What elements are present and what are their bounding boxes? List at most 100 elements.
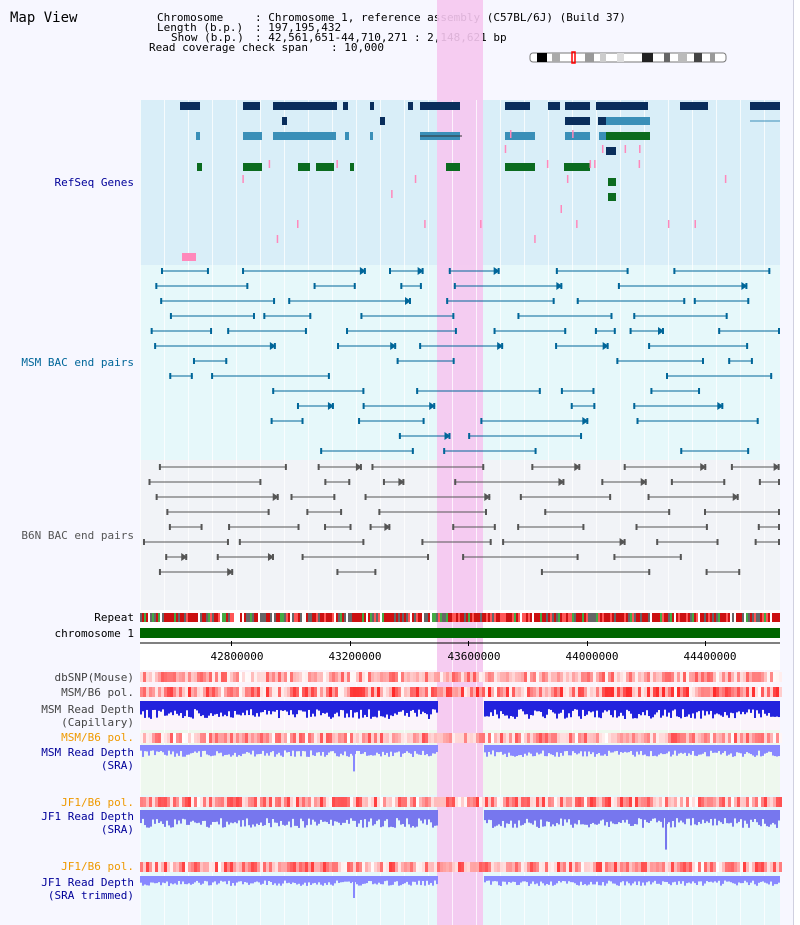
dbsnp-heat-cell [263,672,266,682]
jf1-b6-pol-heat-cell [773,862,776,872]
jf1-sra-depth-bar [216,810,218,822]
tracks-canvas[interactable] [140,0,782,925]
msm-sra-depth-bar [282,745,284,757]
msm-bac-pair-end [320,448,323,454]
msm-sra-depth-bar [576,745,578,755]
repeat-segment [488,613,490,622]
msm-capillary-depth-bar [678,701,680,718]
msm-bac-pair-end [272,388,275,394]
jf1-b6-pol-heat-cell [221,862,224,872]
jf1-b6-pol-heat-cell [236,862,239,872]
jf1-b6-pol-heat-cell [161,797,164,807]
jf1-trim-depth-bar [488,876,490,881]
msm-b6-pol-heat-cell [362,733,365,743]
jf1-sra-depth-bar [676,810,678,819]
dbsnp-heat-cell [491,672,494,682]
dbsnp-heat-cell [272,672,275,682]
msm-b6-pol-heat-cell [680,687,683,697]
msm-b6-pol-heat-cell [740,733,743,743]
jf1-trim-depth-bar [344,876,346,882]
jf1-b6-pol-heat-cell [740,797,743,807]
msm-b6-pol-heat-cell [374,687,377,697]
jf1-trim-depth-bar [202,876,204,884]
jf1-trim-depth-bar [282,876,284,884]
msm-bac-pair-end [155,283,158,289]
jf1-sra-depth-bar [226,810,228,822]
jf1-sra-depth-bar [232,810,234,824]
msm-b6-pol-heat-cell [770,733,773,743]
jf1-sra-depth-bar [506,810,508,824]
highlight-region[interactable] [437,0,483,925]
dbsnp-heat-cell [644,672,647,682]
repeat-segment [694,613,696,622]
track-label-b6n-bac[interactable]: B6N BAC end pairs [21,529,134,542]
msm-b6-pol-heat-cell [323,687,326,697]
b6n-bac-pair-end [267,509,270,515]
jf1-b6-pol-heat-cell [557,797,560,807]
jf1-sra-depth-bar [368,810,370,822]
genome-map-panel[interactable]: 42800000 43200000 43600000 44000000 4440… [140,0,782,925]
dbsnp-heat-cell [335,672,338,682]
msm-capillary-depth-bar [534,701,536,711]
msm-capillary-depth-bar [602,701,604,713]
jf1-b6-pol-heat-cell [392,862,395,872]
jf1-b6-pol-heat-cell [623,862,626,872]
msm-sra-depth-bar [692,745,694,751]
jf1-b6-pol-heat-cell [779,862,782,872]
jf1-sra-depth-bar [428,810,430,820]
dbsnp-heat-cell [284,672,287,682]
msm-capillary-depth-bar [144,701,146,718]
jf1-trim-depth-bar [744,876,746,881]
msm-capillary-depth-bar [362,701,364,718]
msm-b6-pol-heat-cell [590,733,593,743]
jf1-trim-depth-bar [574,876,576,884]
msm-b6-pol-heat-cell [155,733,158,743]
track-label-refseq[interactable]: RefSeq Genes [54,176,134,189]
msm-sra-depth-bar [484,745,486,753]
jf1-sra-depth-bar [498,810,500,825]
jf1-b6-pol-heat-cell [278,797,281,807]
msm-sra-depth-bar [412,745,414,757]
jf1-sra-depth-bar [632,810,634,826]
msm-sra-depth-bar [702,745,704,754]
msm-capillary-depth-bar [204,701,206,718]
msm-b6-pol-heat-cell [473,733,476,743]
msm-capillary-depth-bar [626,701,628,710]
msm-b6-pol-heat-cell [641,733,644,743]
jf1-trim-depth-bar [646,876,648,883]
msm-sra-depth-bar [654,745,656,756]
msm-capillary-depth-bar [612,701,614,718]
jf1-sra-depth-bar [536,810,538,827]
dbsnp-heat-cell [497,672,500,682]
msm-b6-pol-heat-cell [446,687,449,697]
msm-sra-depth-bar [214,745,216,756]
repeat-segment [748,613,750,622]
jf1-sra-depth-bar [660,810,662,822]
msm-b6-pol-heat-cell [650,733,653,743]
jf1-sra-depth-bar [150,810,152,827]
jf1-b6-pol-heat-cell [638,862,641,872]
dbsnp-heat-cell [290,672,293,682]
jf1-trim-depth-bar [288,876,290,883]
msm-sra-depth-bar [642,745,644,756]
msm-b6-pol-heat-cell [539,687,542,697]
jf1-trim-depth-bar [278,876,280,884]
repeat-segment [768,613,770,622]
jf1-trim-depth-bar [552,876,554,886]
track-label-msm-bac[interactable]: MSM BAC end pairs [21,356,134,369]
repeat-segment [628,613,630,622]
jf1-trim-depth-bar [584,876,586,885]
jf1-trim-depth-bar [674,876,676,882]
jf1-b6-pol-heat-cell [431,797,434,807]
msm-sra-depth-bar [658,745,660,755]
msm-b6-pol-heat-cell [410,733,413,743]
jf1-b6-pol-heat-cell [470,862,473,872]
msm-capillary-depth-bar [216,701,218,714]
msm-b6-pol-heat-cell [698,687,701,697]
repeat-segment [260,613,262,622]
jf1-b6-pol-heat-cell [569,797,572,807]
msm-b6-pol-heat-cell [539,733,542,743]
msm-b6-pol-heat-cell [518,733,521,743]
refseq-minor-feature [566,175,569,183]
